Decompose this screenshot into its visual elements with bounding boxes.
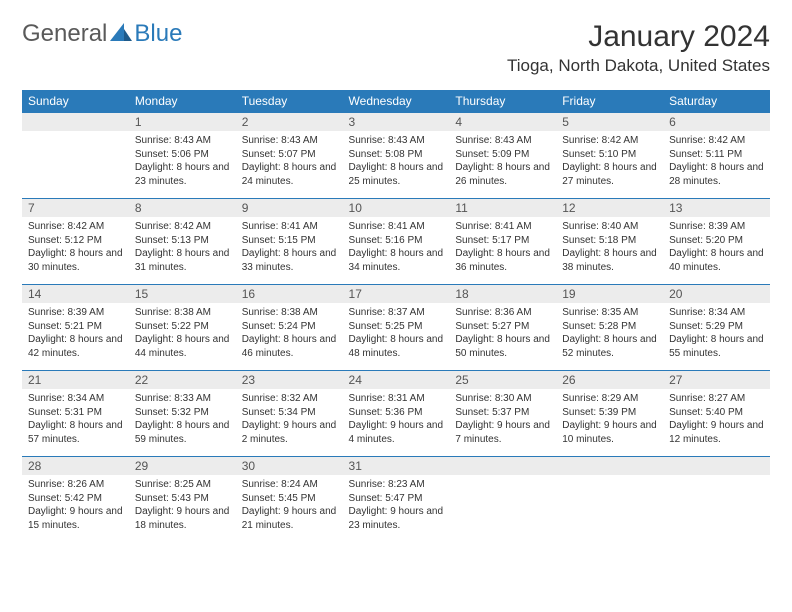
day-info: Sunrise: 8:41 AMSunset: 5:15 PMDaylight:… xyxy=(236,217,343,285)
day-info xyxy=(556,475,663,542)
day-number: 25 xyxy=(449,371,556,390)
day-number-row: 123456 xyxy=(22,113,770,132)
day-info: Sunrise: 8:42 AMSunset: 5:11 PMDaylight:… xyxy=(663,131,770,199)
day-info: Sunrise: 8:41 AMSunset: 5:16 PMDaylight:… xyxy=(343,217,450,285)
day-info: Sunrise: 8:39 AMSunset: 5:21 PMDaylight:… xyxy=(22,303,129,371)
day-number-row: 78910111213 xyxy=(22,199,770,218)
day-info: Sunrise: 8:25 AMSunset: 5:43 PMDaylight:… xyxy=(129,475,236,542)
day-number xyxy=(663,457,770,476)
day-number: 4 xyxy=(449,113,556,132)
day-number: 31 xyxy=(343,457,450,476)
logo-text-blue: Blue xyxy=(134,20,182,48)
day-header-row: SundayMondayTuesdayWednesdayThursdayFrid… xyxy=(22,90,770,113)
day-header: Thursday xyxy=(449,90,556,113)
title-block: January 2024 Tioga, North Dakota, United… xyxy=(507,20,770,76)
day-info: Sunrise: 8:43 AMSunset: 5:07 PMDaylight:… xyxy=(236,131,343,199)
day-info xyxy=(663,475,770,542)
day-info-row: Sunrise: 8:42 AMSunset: 5:12 PMDaylight:… xyxy=(22,217,770,285)
day-number: 17 xyxy=(343,285,450,304)
day-number-row: 21222324252627 xyxy=(22,371,770,390)
day-info: Sunrise: 8:30 AMSunset: 5:37 PMDaylight:… xyxy=(449,389,556,457)
day-info: Sunrise: 8:40 AMSunset: 5:18 PMDaylight:… xyxy=(556,217,663,285)
day-info: Sunrise: 8:37 AMSunset: 5:25 PMDaylight:… xyxy=(343,303,450,371)
day-number: 18 xyxy=(449,285,556,304)
day-info: Sunrise: 8:26 AMSunset: 5:42 PMDaylight:… xyxy=(22,475,129,542)
day-info: Sunrise: 8:43 AMSunset: 5:08 PMDaylight:… xyxy=(343,131,450,199)
logo: General Blue xyxy=(22,20,182,48)
day-header: Sunday xyxy=(22,90,129,113)
day-number: 24 xyxy=(343,371,450,390)
header: General Blue January 2024 Tioga, North D… xyxy=(22,20,770,76)
day-number xyxy=(449,457,556,476)
day-info: Sunrise: 8:36 AMSunset: 5:27 PMDaylight:… xyxy=(449,303,556,371)
day-info: Sunrise: 8:32 AMSunset: 5:34 PMDaylight:… xyxy=(236,389,343,457)
day-info: Sunrise: 8:34 AMSunset: 5:31 PMDaylight:… xyxy=(22,389,129,457)
day-info: Sunrise: 8:42 AMSunset: 5:13 PMDaylight:… xyxy=(129,217,236,285)
day-number: 28 xyxy=(22,457,129,476)
day-info-row: Sunrise: 8:34 AMSunset: 5:31 PMDaylight:… xyxy=(22,389,770,457)
day-info-row: Sunrise: 8:26 AMSunset: 5:42 PMDaylight:… xyxy=(22,475,770,542)
day-number: 23 xyxy=(236,371,343,390)
day-header: Monday xyxy=(129,90,236,113)
logo-text-general: General xyxy=(22,20,107,48)
day-number: 11 xyxy=(449,199,556,218)
day-number: 26 xyxy=(556,371,663,390)
day-info: Sunrise: 8:43 AMSunset: 5:09 PMDaylight:… xyxy=(449,131,556,199)
day-info xyxy=(449,475,556,542)
day-info: Sunrise: 8:42 AMSunset: 5:12 PMDaylight:… xyxy=(22,217,129,285)
day-info: Sunrise: 8:34 AMSunset: 5:29 PMDaylight:… xyxy=(663,303,770,371)
day-number: 15 xyxy=(129,285,236,304)
day-number: 27 xyxy=(663,371,770,390)
day-number: 14 xyxy=(22,285,129,304)
day-header: Friday xyxy=(556,90,663,113)
day-number: 20 xyxy=(663,285,770,304)
day-info-row: Sunrise: 8:43 AMSunset: 5:06 PMDaylight:… xyxy=(22,131,770,199)
triangle-icon xyxy=(110,23,132,41)
day-number: 7 xyxy=(22,199,129,218)
day-number: 30 xyxy=(236,457,343,476)
day-header: Wednesday xyxy=(343,90,450,113)
calendar-table: SundayMondayTuesdayWednesdayThursdayFrid… xyxy=(22,90,770,542)
day-number: 6 xyxy=(663,113,770,132)
day-number: 9 xyxy=(236,199,343,218)
day-number: 10 xyxy=(343,199,450,218)
day-number: 29 xyxy=(129,457,236,476)
day-number xyxy=(556,457,663,476)
day-info: Sunrise: 8:31 AMSunset: 5:36 PMDaylight:… xyxy=(343,389,450,457)
day-number: 13 xyxy=(663,199,770,218)
day-info-row: Sunrise: 8:39 AMSunset: 5:21 PMDaylight:… xyxy=(22,303,770,371)
day-info: Sunrise: 8:38 AMSunset: 5:22 PMDaylight:… xyxy=(129,303,236,371)
day-info: Sunrise: 8:24 AMSunset: 5:45 PMDaylight:… xyxy=(236,475,343,542)
day-header: Tuesday xyxy=(236,90,343,113)
day-number: 16 xyxy=(236,285,343,304)
day-info: Sunrise: 8:23 AMSunset: 5:47 PMDaylight:… xyxy=(343,475,450,542)
day-number xyxy=(22,113,129,132)
day-number: 2 xyxy=(236,113,343,132)
day-info: Sunrise: 8:43 AMSunset: 5:06 PMDaylight:… xyxy=(129,131,236,199)
day-number: 19 xyxy=(556,285,663,304)
day-number: 8 xyxy=(129,199,236,218)
day-info: Sunrise: 8:39 AMSunset: 5:20 PMDaylight:… xyxy=(663,217,770,285)
day-number-row: 14151617181920 xyxy=(22,285,770,304)
day-info: Sunrise: 8:29 AMSunset: 5:39 PMDaylight:… xyxy=(556,389,663,457)
location: Tioga, North Dakota, United States xyxy=(507,56,770,76)
day-number: 22 xyxy=(129,371,236,390)
day-info: Sunrise: 8:38 AMSunset: 5:24 PMDaylight:… xyxy=(236,303,343,371)
day-info: Sunrise: 8:35 AMSunset: 5:28 PMDaylight:… xyxy=(556,303,663,371)
day-info: Sunrise: 8:27 AMSunset: 5:40 PMDaylight:… xyxy=(663,389,770,457)
day-header: Saturday xyxy=(663,90,770,113)
day-number-row: 28293031 xyxy=(22,457,770,476)
day-number: 12 xyxy=(556,199,663,218)
day-info: Sunrise: 8:33 AMSunset: 5:32 PMDaylight:… xyxy=(129,389,236,457)
month-title: January 2024 xyxy=(507,20,770,54)
day-number: 1 xyxy=(129,113,236,132)
day-info: Sunrise: 8:41 AMSunset: 5:17 PMDaylight:… xyxy=(449,217,556,285)
day-number: 5 xyxy=(556,113,663,132)
day-info: Sunrise: 8:42 AMSunset: 5:10 PMDaylight:… xyxy=(556,131,663,199)
day-info xyxy=(22,131,129,199)
day-number: 3 xyxy=(343,113,450,132)
day-number: 21 xyxy=(22,371,129,390)
